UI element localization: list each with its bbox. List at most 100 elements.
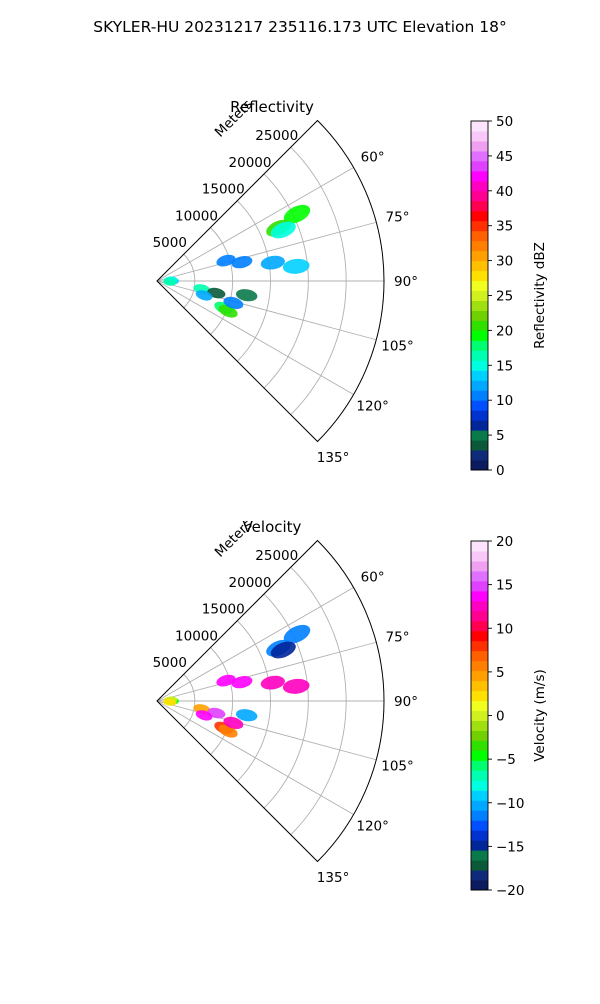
reflectivity-colorbar-segment-1 bbox=[471, 450, 488, 461]
reflectivity-colorbar-tick-2: 10 bbox=[496, 393, 513, 409]
reflectivity-colorbar-segment-4 bbox=[471, 420, 488, 431]
velocity-echo-5 bbox=[260, 675, 285, 690]
reflectivity-range-tick-0: 5000 bbox=[153, 235, 187, 251]
velocity-colorbar-segment-14 bbox=[471, 740, 488, 751]
reflectivity-colorbar-segment-8 bbox=[471, 380, 488, 391]
reflectivity-azimuth-tick-4: 120° bbox=[356, 399, 389, 415]
velocity-range-tick-0: 5000 bbox=[153, 655, 187, 671]
reflectivity-colorbar-segment-9 bbox=[471, 370, 488, 381]
reflectivity-colorbar-tick-0: 0 bbox=[496, 463, 505, 479]
velocity-colorbar-segment-29 bbox=[471, 590, 488, 602]
velocity-colorbar-segment-25 bbox=[471, 630, 488, 642]
reflectivity-range-tick-4: 25000 bbox=[255, 128, 298, 144]
reflectivity-colorbar-tick-8: 40 bbox=[496, 184, 513, 200]
reflectivity-colorbar-segment-22 bbox=[471, 240, 488, 252]
velocity-echo-9 bbox=[163, 698, 177, 706]
reflectivity-colorbar-segment-23 bbox=[471, 230, 488, 242]
reflectivity-azimuth-tick-2: 90° bbox=[394, 274, 418, 290]
velocity-echo-13 bbox=[195, 710, 213, 721]
reflectivity-colorbar-tick-5: 25 bbox=[496, 289, 513, 305]
velocity-sector-outline bbox=[156, 539, 385, 863]
reflectivity-sector: 500010000150002000025000Meters60°75°90°1… bbox=[153, 97, 418, 466]
velocity-colorbar-segment-28 bbox=[471, 600, 488, 612]
reflectivity-colorbar-segment-29 bbox=[471, 170, 488, 182]
velocity-azimuth-tick-1: 75° bbox=[386, 630, 410, 646]
reflectivity-colorbar-segment-31 bbox=[471, 150, 488, 162]
reflectivity-colorbar-tick-7: 35 bbox=[496, 219, 513, 235]
reflectivity-range-tick-2: 15000 bbox=[202, 182, 245, 198]
velocity-colorbar-segment-21 bbox=[471, 670, 488, 682]
velocity-colorbar-segment-15 bbox=[471, 730, 488, 741]
reflectivity-radial-line-4 bbox=[156, 280, 354, 395]
velocity-colorbar-segment-19 bbox=[471, 690, 488, 702]
velocity-colorbar-segment-23 bbox=[471, 650, 488, 662]
velocity-colorbar-tick-1: −15 bbox=[496, 839, 525, 855]
velocity-radial-line-3 bbox=[156, 700, 377, 761]
velocity-colorbar: −20 −15 −10 −5 0 5 10 15 20 Velocity (m/s) bbox=[470, 534, 548, 899]
velocity-range-axis-label: Meters bbox=[212, 517, 256, 561]
reflectivity-colorbar-tick-6: 30 bbox=[496, 254, 513, 270]
reflectivity-colorbar-segment-26 bbox=[471, 200, 488, 212]
reflectivity-colorbar-tick-3: 15 bbox=[496, 358, 513, 374]
velocity-colorbar-segment-27 bbox=[471, 610, 488, 622]
velocity-colorbar-segment-2 bbox=[471, 860, 488, 871]
velocity-colorbar-tick-7: 15 bbox=[496, 578, 513, 594]
velocity-colorbar-tick-8: 20 bbox=[496, 534, 513, 550]
reflectivity-echo-3 bbox=[216, 254, 236, 267]
reflectivity-echo-13 bbox=[195, 290, 213, 301]
reflectivity-echo-9 bbox=[163, 278, 177, 286]
velocity-colorbar-segment-22 bbox=[471, 660, 488, 672]
reflectivity-colorbar-segment-12 bbox=[471, 340, 488, 351]
reflectivity-colorbar-segment-17 bbox=[471, 290, 488, 301]
reflectivity-range-tick-1: 10000 bbox=[175, 208, 218, 224]
reflectivity-colorbar-segment-14 bbox=[471, 320, 488, 331]
velocity-colorbar-segment-32 bbox=[471, 560, 488, 572]
reflectivity-colorbar-segment-30 bbox=[471, 160, 488, 172]
velocity-colorbar-segment-30 bbox=[471, 580, 488, 592]
velocity-colorbar-label: Velocity (m/s) bbox=[532, 669, 548, 762]
velocity-colorbar-segment-8 bbox=[471, 800, 488, 811]
reflectivity-radial-line-0 bbox=[156, 167, 354, 282]
velocity-colorbar-segment-0 bbox=[471, 880, 488, 891]
velocity-range-tick-4: 25000 bbox=[255, 548, 298, 564]
velocity-colorbar-segment-33 bbox=[471, 550, 488, 562]
reflectivity-azimuth-tick-0: 60° bbox=[361, 150, 385, 166]
velocity-colorbar-segment-7 bbox=[471, 810, 488, 821]
reflectivity-panel: Reflectivity 500010000150002000025000Met… bbox=[153, 97, 548, 479]
reflectivity-colorbar-segment-11 bbox=[471, 350, 488, 361]
velocity-azimuth-tick-2: 90° bbox=[394, 694, 418, 710]
velocity-colorbar-segment-24 bbox=[471, 640, 488, 652]
reflectivity-colorbar-segment-16 bbox=[471, 300, 488, 311]
reflectivity-colorbar-segment-27 bbox=[471, 190, 488, 202]
velocity-range-tick-1: 10000 bbox=[175, 628, 218, 644]
reflectivity-colorbar: 0 5 10 15 20 25 30 35 40 45 50 Reflectivity dBZ bbox=[470, 114, 548, 479]
velocity-azimuth-tick-0: 60° bbox=[361, 570, 385, 586]
reflectivity-colorbar-segment-15 bbox=[471, 310, 488, 321]
velocity-colorbar-segment-12 bbox=[471, 760, 488, 771]
velocity-radial-line-4 bbox=[156, 700, 354, 815]
reflectivity-range-tick-3: 20000 bbox=[229, 155, 272, 171]
velocity-colorbar-segment-20 bbox=[471, 680, 488, 692]
reflectivity-colorbar-segment-18 bbox=[471, 280, 488, 292]
reflectivity-colorbar-tick-4: 20 bbox=[496, 323, 513, 339]
velocity-colorbar-segment-13 bbox=[471, 750, 488, 761]
reflectivity-colorbar-segment-25 bbox=[471, 210, 488, 222]
velocity-range-tick-3: 20000 bbox=[229, 575, 272, 591]
velocity-colorbar-segment-3 bbox=[471, 850, 488, 861]
velocity-azimuth-tick-4: 120° bbox=[356, 819, 389, 835]
reflectivity-colorbar-segment-33 bbox=[471, 130, 488, 142]
velocity-echo-16 bbox=[223, 716, 244, 729]
velocity-colorbar-segment-1 bbox=[471, 870, 488, 881]
reflectivity-echo-6 bbox=[282, 258, 310, 274]
reflectivity-colorbar-segment-6 bbox=[471, 400, 488, 411]
reflectivity-colorbar-segment-24 bbox=[471, 220, 488, 232]
velocity-colorbar-segment-5 bbox=[471, 830, 488, 841]
reflectivity-colorbar-segment-28 bbox=[471, 180, 488, 192]
reflectivity-colorbar-segment-32 bbox=[471, 140, 488, 152]
reflectivity-azimuth-tick-5: 135° bbox=[317, 450, 350, 466]
reflectivity-echo-4 bbox=[231, 256, 253, 269]
velocity-colorbar-tick-5: 5 bbox=[496, 665, 505, 681]
velocity-echo-2 bbox=[270, 641, 296, 659]
